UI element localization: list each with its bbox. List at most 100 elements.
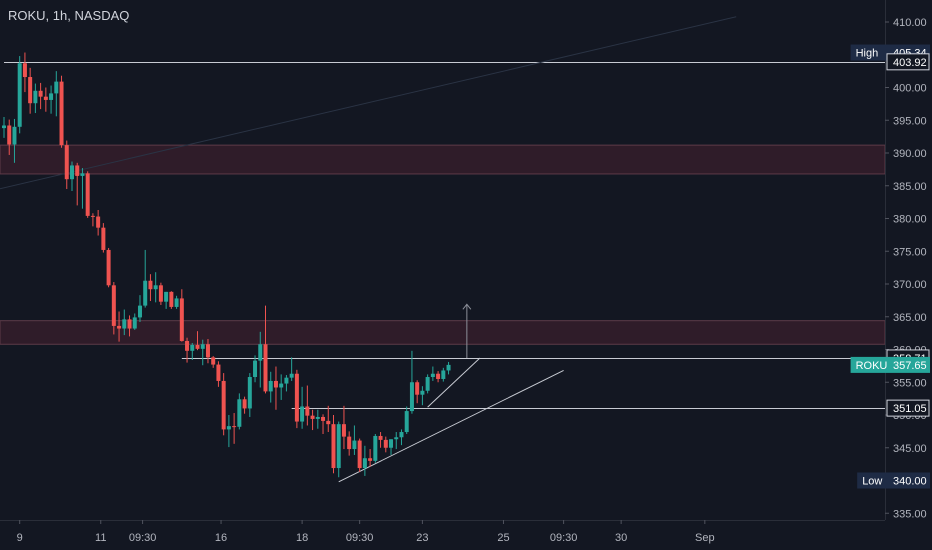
- candle-body: [394, 437, 399, 440]
- candle-body: [310, 415, 315, 419]
- candle-body: [226, 426, 231, 430]
- candle-up: [80, 168, 85, 209]
- candle-down: [321, 414, 326, 434]
- candle-up: [237, 393, 242, 430]
- y-tick-label: 390.00: [893, 148, 927, 160]
- candle-down: [28, 67, 33, 114]
- candle-down: [273, 366, 278, 410]
- candle-body: [179, 298, 184, 341]
- candle-down: [415, 380, 420, 404]
- candle-up: [164, 291, 169, 309]
- x-tick-label: 11: [95, 532, 106, 544]
- price-tag: 351.05: [886, 399, 930, 417]
- candle-body: [357, 440, 362, 469]
- candle-down: [357, 438, 362, 472]
- candle-body: [237, 399, 242, 427]
- candle-up: [289, 357, 294, 381]
- candle-up: [284, 375, 289, 392]
- candle-up: [394, 432, 399, 450]
- resistance-zone: [0, 144, 886, 175]
- candle-down: [75, 162, 80, 206]
- candle-body: [221, 380, 226, 430]
- lines-layer: [0, 16, 885, 483]
- y-tick-label: 380.00: [893, 214, 927, 226]
- price-tag-label-box: [850, 44, 887, 61]
- candle-up: [373, 433, 378, 463]
- candle-down: [179, 289, 184, 342]
- candle-body: [85, 173, 90, 216]
- candle-body: [300, 406, 305, 422]
- candle-body: [383, 439, 388, 448]
- candle-up: [200, 339, 205, 366]
- candle-body: [17, 63, 22, 127]
- candle-down: [326, 405, 331, 433]
- candle-down: [263, 305, 268, 394]
- candle-body: [122, 319, 127, 329]
- y-tick-label: 395.00: [893, 115, 927, 127]
- candle-body: [268, 380, 273, 392]
- candle-body: [211, 357, 216, 365]
- x-tick-label: 30: [615, 532, 627, 544]
- x-tick-label: 16: [215, 532, 227, 544]
- candle-down: [331, 415, 336, 474]
- candle-up: [190, 342, 195, 360]
- candle-body: [258, 344, 263, 361]
- candle-body: [38, 90, 43, 97]
- trend-line: [338, 370, 564, 483]
- candle-down: [185, 337, 190, 363]
- candle-body: [106, 249, 111, 286]
- candle-up: [49, 85, 54, 114]
- candle-body: [336, 424, 341, 469]
- candle-up: [315, 409, 320, 429]
- candle-down: [305, 385, 310, 426]
- candle-down: [195, 331, 200, 351]
- faint-trend-line: [0, 16, 737, 190]
- candle-body: [399, 432, 404, 438]
- candle-body: [362, 458, 367, 469]
- candle-body: [132, 317, 137, 329]
- candle-body: [174, 298, 179, 307]
- candle-body: [389, 439, 394, 448]
- candle-down: [59, 75, 64, 148]
- price-tag-label: Low: [862, 476, 882, 488]
- candle-body: [216, 364, 221, 381]
- candle-body: [117, 325, 122, 329]
- y-tick-label: 400.00: [893, 83, 927, 95]
- trend-line: [427, 357, 481, 408]
- candle-down: [90, 213, 95, 227]
- candle-up: [425, 374, 430, 394]
- candle-up: [258, 331, 263, 388]
- candle-body: [190, 344, 195, 351]
- y-tick-label: 365.00: [893, 312, 927, 324]
- candle-down: [205, 339, 210, 364]
- candle-up: [174, 295, 179, 309]
- candle-body: [263, 344, 268, 392]
- x-tick-label: Sep: [695, 532, 715, 544]
- candle-up: [389, 439, 394, 455]
- candle-down: [341, 405, 346, 450]
- candle-body: [43, 96, 48, 100]
- candle-body: [137, 305, 142, 318]
- candle-up: [33, 83, 38, 114]
- candle-body: [69, 165, 74, 180]
- candle-body: [22, 63, 27, 78]
- candle-up: [132, 313, 137, 330]
- candle-down: [216, 361, 221, 387]
- candle-down: [64, 140, 69, 190]
- candle-body: [232, 426, 237, 428]
- candle-body: [315, 416, 320, 419]
- candle-up: [69, 161, 74, 191]
- candle-up: [409, 350, 414, 414]
- candle-down: [232, 413, 237, 444]
- candle-body: [341, 424, 346, 437]
- y-tick-label: 375.00: [893, 246, 927, 258]
- candle-up: [54, 71, 59, 117]
- price-tag-label-box: [857, 472, 887, 489]
- candle-down: [117, 311, 122, 342]
- candle-body: [446, 364, 451, 371]
- candle-up: [441, 367, 446, 382]
- candle-down: [242, 396, 247, 414]
